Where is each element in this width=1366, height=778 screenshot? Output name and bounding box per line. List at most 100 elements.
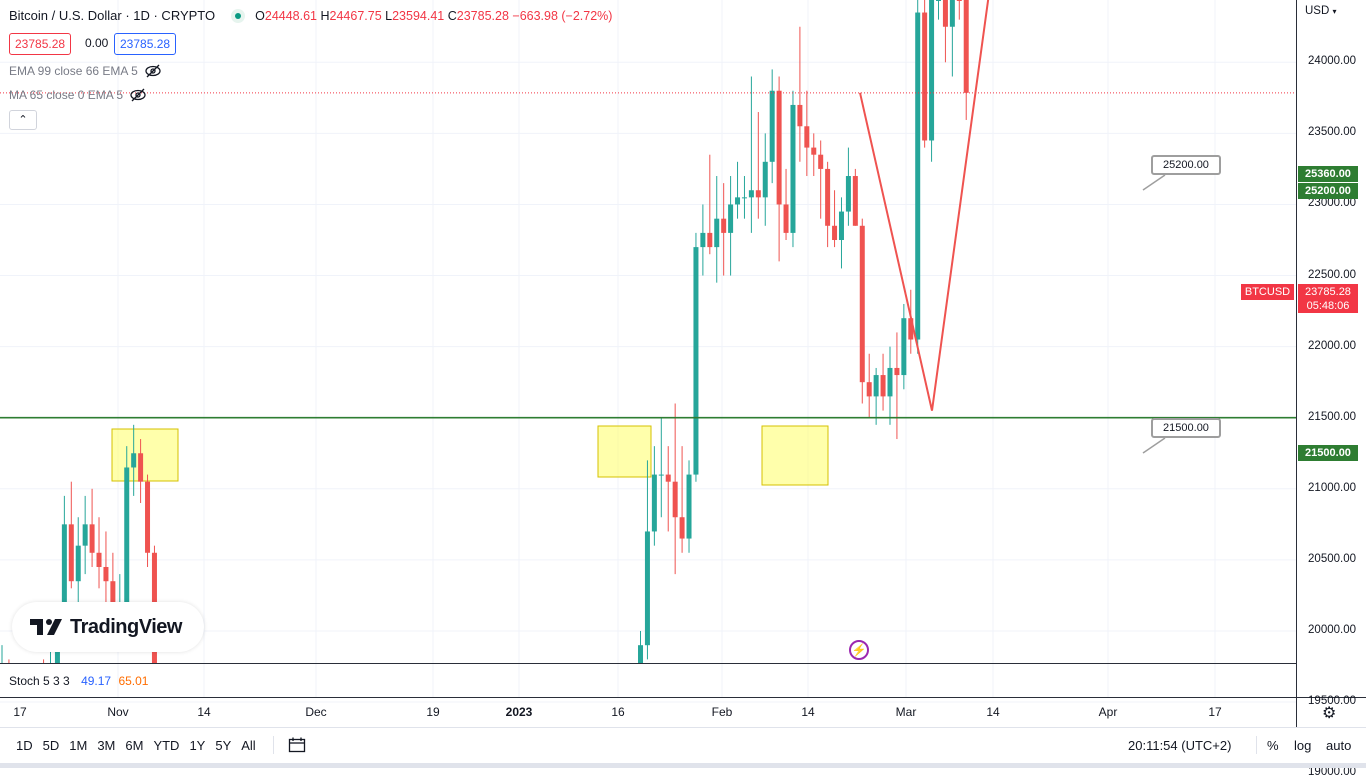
candle-body bbox=[68, 524, 74, 582]
candle-body bbox=[721, 218, 727, 233]
timeframe-button-6m[interactable]: 6M bbox=[125, 737, 144, 753]
sell-price-button[interactable]: 23785.28 bbox=[9, 33, 72, 55]
candle bbox=[714, 176, 720, 283]
candle bbox=[929, 0, 935, 162]
candle bbox=[804, 90, 810, 177]
timeframe-button-3m[interactable]: 3M bbox=[97, 737, 116, 753]
candle bbox=[818, 140, 824, 219]
candle bbox=[852, 168, 858, 226]
lightning-event-icon[interactable]: ⚡ bbox=[849, 640, 869, 660]
candle-body bbox=[103, 566, 109, 582]
candle-body bbox=[811, 147, 817, 155]
candle-body bbox=[894, 367, 900, 376]
candle bbox=[644, 460, 650, 660]
candle bbox=[735, 161, 741, 219]
indicator-ma[interactable]: MA 65 close 0 EMA 5 bbox=[9, 88, 147, 102]
candle-body bbox=[852, 176, 858, 226]
currency-selector[interactable]: USD ▾ bbox=[1305, 5, 1337, 17]
stoch-k-value: 49.17 bbox=[81, 674, 112, 688]
highlight-zone bbox=[761, 425, 829, 486]
price-tick-label: 23500.00 bbox=[1308, 126, 1356, 139]
timeframe-button-1y[interactable]: 1Y bbox=[189, 737, 206, 753]
time-tick-label: Nov bbox=[107, 705, 129, 719]
candle bbox=[679, 446, 685, 553]
indicator-ema[interactable]: EMA 99 close 66 EMA 5 bbox=[9, 64, 162, 78]
candle bbox=[956, 0, 962, 20]
candle-body bbox=[922, 12, 928, 141]
time-tick-label: 17 bbox=[1208, 705, 1222, 719]
candle bbox=[748, 76, 754, 233]
candle-body bbox=[936, 0, 941, 1]
time-tick-label: 14 bbox=[986, 705, 1000, 719]
clock[interactable]: 20:11:54 (UTC+2) bbox=[1128, 737, 1232, 753]
symbol-header: Bitcoin / U.S. Dollar · 1D · CRYPTO O244… bbox=[9, 8, 612, 23]
chevron-up-icon: ⌃ bbox=[18, 114, 28, 126]
collapse-legend-button[interactable]: ⌃ bbox=[9, 110, 37, 130]
callout-25200[interactable]: 25200.00 bbox=[1151, 155, 1221, 175]
timeframe-button-1m[interactable]: 1M bbox=[69, 737, 88, 753]
candle bbox=[790, 90, 796, 248]
price-tick-label: 24000.00 bbox=[1308, 55, 1356, 68]
candle bbox=[721, 183, 727, 276]
candle bbox=[741, 176, 747, 219]
candle-body bbox=[963, 0, 969, 93]
buy-price-button[interactable]: 23785.28 bbox=[114, 33, 177, 55]
time-tick-label: 16 bbox=[611, 705, 625, 719]
eye-off-icon[interactable] bbox=[144, 64, 162, 78]
candle-body bbox=[783, 204, 789, 233]
timeframe-button-all[interactable]: All bbox=[241, 737, 256, 753]
price-tick-label: 19500.00 bbox=[1308, 695, 1356, 708]
candle-body bbox=[859, 225, 865, 383]
percent-scale-button[interactable]: % bbox=[1267, 737, 1279, 753]
candle-body bbox=[769, 90, 775, 162]
highlight-zone bbox=[597, 425, 652, 478]
price-tick-label: 22500.00 bbox=[1308, 268, 1356, 281]
candle bbox=[963, 0, 969, 120]
calendar-range-icon[interactable] bbox=[288, 737, 306, 753]
candle-body bbox=[838, 211, 844, 241]
timeframe-button-1d[interactable]: 1D bbox=[16, 737, 33, 753]
auto-scale-button[interactable]: auto bbox=[1326, 737, 1352, 753]
symbol-title[interactable]: Bitcoin / U.S. Dollar · 1D · CRYPTO bbox=[9, 8, 216, 23]
log-scale-button[interactable]: log bbox=[1294, 737, 1312, 753]
candle bbox=[783, 168, 789, 241]
timeframe-button-ytd[interactable]: YTD bbox=[153, 737, 180, 753]
candle-body bbox=[818, 154, 824, 169]
candle-body bbox=[929, 0, 935, 141]
candle bbox=[797, 26, 803, 162]
stoch-legend[interactable]: Stoch 5 3 3 49.17 65.01 bbox=[9, 674, 148, 688]
candle bbox=[138, 439, 144, 504]
chevron-down-icon: ▾ bbox=[1332, 7, 1337, 16]
time-tick-label: 19 bbox=[426, 705, 440, 719]
candle-body bbox=[61, 524, 67, 624]
time-tick-label: 17 bbox=[13, 705, 27, 719]
time-tick-label: Mar bbox=[895, 705, 917, 719]
timeframe-button-5y[interactable]: 5Y bbox=[215, 737, 232, 753]
candle bbox=[845, 147, 851, 226]
candle bbox=[145, 474, 151, 567]
candle bbox=[880, 353, 886, 411]
price-tick-label: 21000.00 bbox=[1308, 481, 1356, 494]
timeframe-button-5d[interactable]: 5D bbox=[42, 737, 60, 753]
toolbar-divider bbox=[272, 736, 274, 754]
candle-body bbox=[776, 90, 782, 205]
candle bbox=[686, 460, 692, 553]
time-tick-label: 2023 bbox=[505, 705, 533, 719]
tradingview-logo[interactable]: TradingView bbox=[12, 602, 204, 652]
bar-countdown: 05:48:06 bbox=[1306, 300, 1350, 312]
candle-body bbox=[644, 531, 650, 646]
settings-gear-icon[interactable]: ⚙ bbox=[1322, 705, 1337, 722]
candle-body bbox=[956, 0, 962, 1]
candle bbox=[755, 112, 761, 219]
candle-body bbox=[804, 126, 810, 148]
callout-21500[interactable]: 21500.00 bbox=[1151, 418, 1221, 438]
eye-off-icon[interactable] bbox=[129, 88, 147, 102]
candle-body bbox=[89, 524, 95, 553]
candle bbox=[96, 517, 102, 589]
candle-body bbox=[915, 12, 921, 340]
candle-body bbox=[887, 367, 893, 397]
candle-body bbox=[735, 197, 741, 205]
candle-body bbox=[901, 318, 907, 376]
candle-body bbox=[755, 190, 761, 198]
